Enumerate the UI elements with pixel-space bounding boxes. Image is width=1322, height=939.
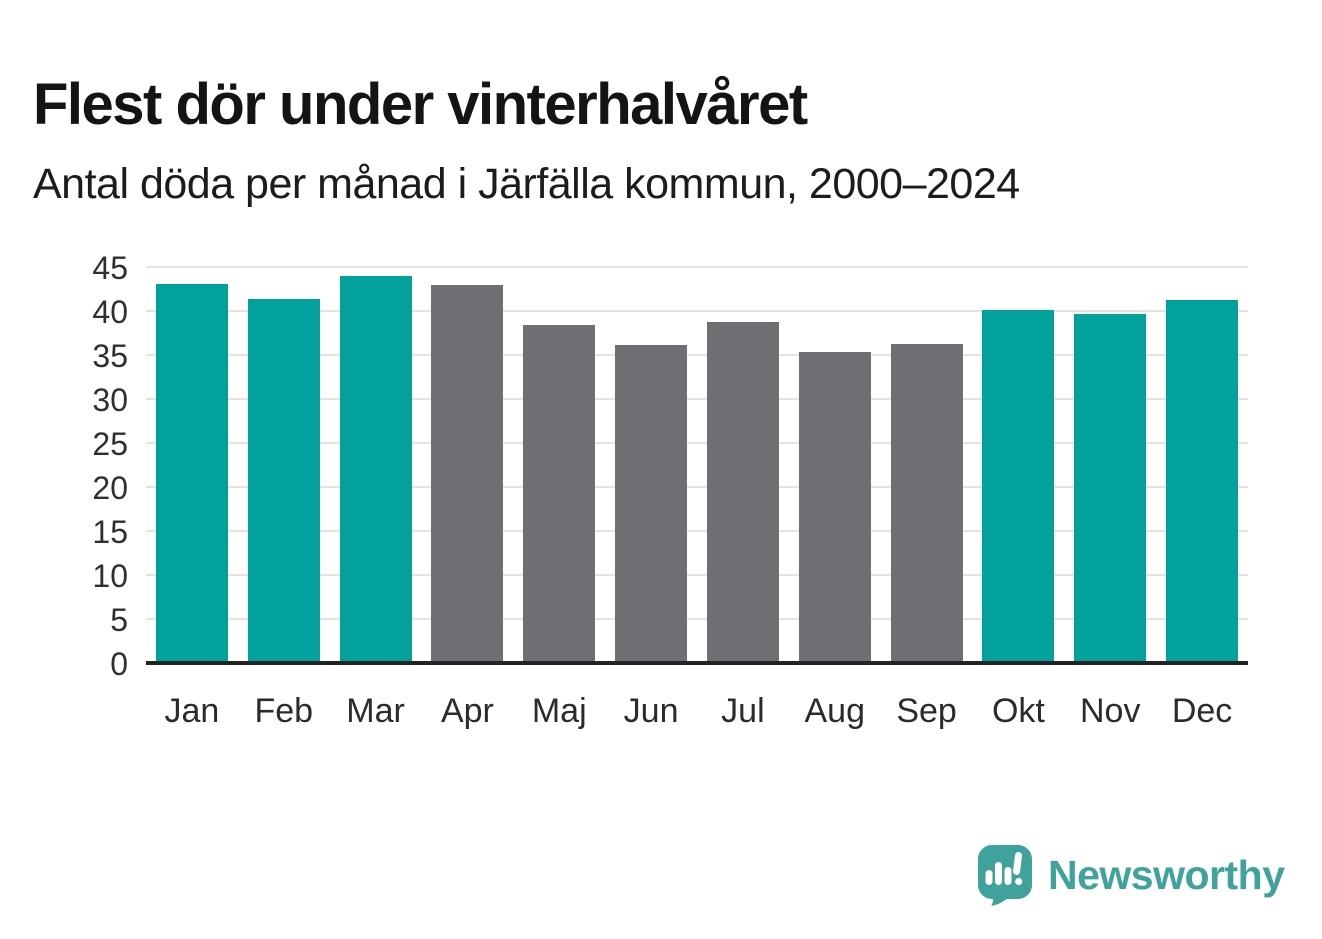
y-tick-label-20: 20: [92, 470, 128, 506]
bar-maj: [523, 325, 596, 663]
newsworthy-speech-bubble-bar-chart-icon: [978, 845, 1032, 906]
gridline-40: [146, 310, 1248, 312]
bar-sep: [890, 343, 963, 663]
brand-name: Newsworthy: [1048, 852, 1285, 898]
y-tick-label-30: 30: [92, 382, 128, 418]
bar-dec: [1166, 299, 1239, 663]
x-tick-label-aug: Aug: [804, 692, 865, 730]
y-tick-label-25: 25: [92, 426, 128, 462]
x-tick-label-maj: Maj: [531, 692, 587, 730]
x-tick-label-jan: Jan: [164, 692, 220, 730]
bar-apr: [431, 284, 504, 663]
y-tick-label-35: 35: [92, 338, 128, 374]
bar-feb: [247, 298, 320, 663]
x-tick-label-sep: Sep: [896, 692, 957, 730]
y-tick-label-40: 40: [92, 294, 128, 330]
bar-jul: [706, 322, 779, 663]
x-tick-label-apr: Apr: [440, 692, 494, 730]
gridline-10: [146, 574, 1248, 576]
y-tick-label-45: 45: [92, 250, 128, 286]
x-tick-label-okt: Okt: [991, 692, 1045, 730]
gridline-35: [146, 354, 1248, 356]
bar-jan: [155, 283, 228, 663]
newsworthy-logo: Newsworthy: [978, 845, 1285, 906]
y-tick-label-15: 15: [92, 514, 128, 550]
logo-bar-tall: [995, 862, 1002, 885]
logo-exclamation-dot: [1015, 877, 1023, 886]
gridline-15: [146, 530, 1248, 532]
gridline-5: [146, 618, 1248, 620]
chart-title: Flest dör under vinterhalvåret: [33, 71, 808, 137]
bar-aug: [798, 352, 871, 663]
bar-nov: [1074, 313, 1147, 663]
bar-jun: [615, 345, 688, 663]
bar-mar: [339, 275, 412, 663]
x-tick-label-nov: Nov: [1080, 692, 1141, 730]
logo-bar-medium: [1004, 867, 1012, 885]
logo-bar-short: [985, 870, 993, 885]
gridline-30: [146, 398, 1248, 400]
x-tick-label-mar: Mar: [346, 692, 405, 730]
chart-subtitle: Antal döda per månad i Järfälla kommun, …: [33, 160, 1020, 208]
x-tick-label-jul: Jul: [721, 692, 765, 730]
logo-exclamation-stem: [1013, 852, 1022, 875]
x-axis-baseline: [146, 661, 1248, 665]
x-tick-label-feb: Feb: [254, 692, 314, 730]
gridline-20: [146, 486, 1248, 488]
y-tick-label-0: 0: [110, 646, 128, 682]
gridline-25: [146, 442, 1248, 444]
x-tick-label-jun: Jun: [623, 692, 679, 730]
gridline-45: [146, 266, 1248, 268]
bar-okt: [982, 310, 1055, 663]
x-tick-label-dec: Dec: [1171, 692, 1233, 730]
y-tick-label-10: 10: [92, 558, 128, 594]
y-tick-label-5: 5: [110, 602, 128, 638]
